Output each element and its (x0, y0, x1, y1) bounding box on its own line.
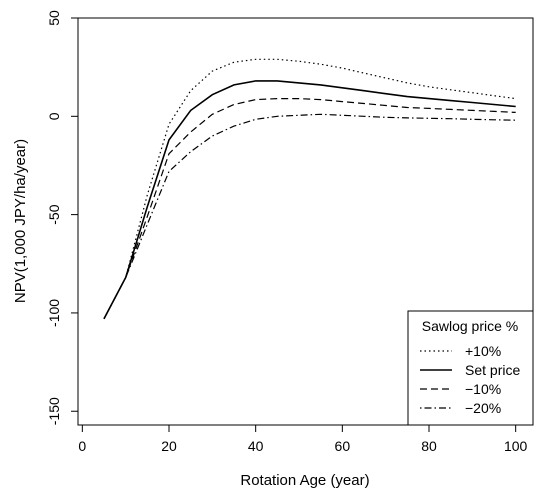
legend-box (407, 310, 534, 426)
series-line-2 (103, 80, 516, 320)
x-tick-label: 60 (335, 438, 351, 454)
legend: Sawlog price % +10% Set price −10% −20% (407, 310, 534, 426)
legend-label: −20% (465, 400, 501, 416)
y-tick-label: -150 (46, 397, 62, 425)
series-line-3 (103, 97, 516, 320)
y-tick-label: -100 (46, 299, 62, 327)
series-line-4 (103, 113, 516, 320)
legend-items: +10% Set price −10% −20% (420, 343, 520, 416)
x-axis: 0 20 40 60 80 100 (78, 424, 528, 454)
y-tick-label: 50 (46, 10, 62, 26)
legend-label: Set price (465, 362, 520, 378)
legend-title: Sawlog price % (422, 318, 519, 334)
legend-label: −10% (465, 381, 501, 397)
x-tick-label: 40 (248, 438, 264, 454)
series-layer (103, 58, 516, 320)
y-tick-label: -50 (46, 204, 62, 224)
x-tick-label: 100 (504, 438, 528, 454)
legend-label: +10% (465, 343, 501, 359)
series-line-1 (103, 58, 516, 320)
y-axis: -150 -100 -50 0 50 (46, 10, 79, 425)
y-tick-label: 0 (46, 112, 62, 120)
y-axis-title: NPV(1,000 JPY/ha/year) (12, 139, 29, 303)
x-tick-label: 80 (421, 438, 437, 454)
x-tick-label: 20 (161, 438, 177, 454)
x-axis-title: Rotation Age (year) (240, 472, 369, 489)
x-tick-label: 0 (78, 438, 86, 454)
